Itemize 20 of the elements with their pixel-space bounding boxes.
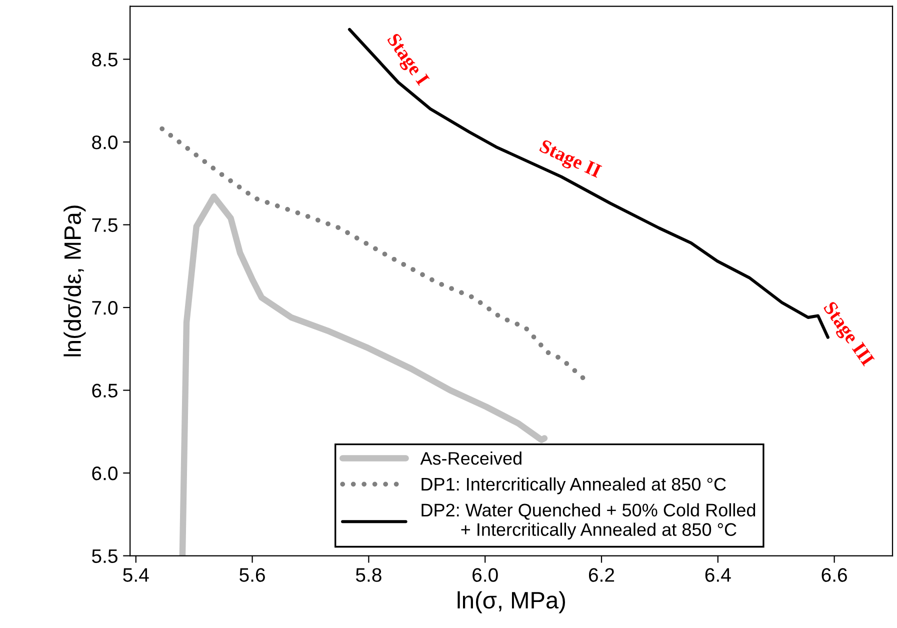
y-tick-label: 6.0 (92, 466, 118, 480)
y-tick-label: 7.5 (92, 218, 118, 232)
y-tick-label: 8.0 (92, 135, 118, 150)
y-axis-title: ln(dσ/dε, MPa) (64, 206, 86, 356)
x-tick-label: 6.2 (588, 568, 614, 582)
x-tick-label: 6.4 (705, 568, 731, 582)
y-tick-label: 7.0 (92, 300, 118, 315)
annotation: Stage II (537, 139, 602, 182)
legend-label: As-Received (420, 452, 522, 465)
x-tick-label: 5.4 (123, 568, 149, 582)
x-tick-label: 5.8 (356, 568, 382, 582)
x-tick-label: 6.6 (822, 568, 847, 582)
x-tick-label: 6.0 (472, 568, 498, 582)
x-axis-title: ln(σ, MPa) (458, 591, 565, 614)
legend-label: DP2: Water Quenched + 50% Cold Rolled + Intercritically Annealed at 850 °C (422, 503, 756, 540)
legend-label: DP1: Intercritically Annealed at 850 °C (422, 477, 726, 494)
y-tick-label: 8.5 (92, 52, 118, 66)
y-tick-label: 6.5 (92, 384, 118, 398)
y-tick-label: 5.5 (92, 549, 118, 564)
x-tick-label: 5.6 (240, 568, 265, 582)
